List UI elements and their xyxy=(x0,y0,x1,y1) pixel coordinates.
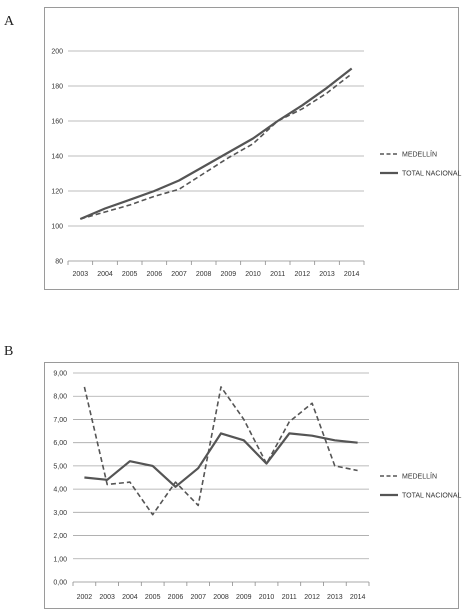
x-tick-label-a-2005: 2005 xyxy=(122,271,138,278)
series-line-b-medellin xyxy=(83,386,358,516)
y-tick-label-b-5: 5,00 xyxy=(53,463,67,470)
y-tick-label-a-2: 120 xyxy=(51,189,63,196)
x-tick-label-b-2007: 2007 xyxy=(190,594,206,601)
y-tick-label-a-5: 180 xyxy=(51,84,63,91)
y-tick-label-a-4: 160 xyxy=(51,119,63,126)
x-tick-label-b-2012: 2012 xyxy=(304,594,320,601)
x-tick-label-a-2006: 2006 xyxy=(147,271,163,278)
x-tick-label-a-2013: 2013 xyxy=(319,271,335,278)
panel-label-a: A xyxy=(4,14,15,29)
series-line-a-medellin xyxy=(80,73,353,220)
x-tick-label-a-2009: 2009 xyxy=(221,271,237,278)
y-tick-label-a-6: 200 xyxy=(51,49,63,56)
x-tick-label-b-2011: 2011 xyxy=(282,594,297,601)
x-tick-label-b-2010: 2010 xyxy=(259,594,275,601)
x-tick-label-b-2005: 2005 xyxy=(145,594,161,601)
x-tick-label-a-2011: 2011 xyxy=(270,271,285,278)
y-tick-label-b-9: 9,00 xyxy=(53,371,67,378)
panel-label-b: B xyxy=(4,344,14,359)
legend-label-b-0: MEDELLÍN xyxy=(402,472,437,481)
y-tick-label-b-7: 7,00 xyxy=(53,417,67,424)
y-tick-label-a-1: 100 xyxy=(51,224,63,231)
x-tick-label-a-2014: 2014 xyxy=(344,271,360,278)
x-tick-label-a-2003: 2003 xyxy=(73,271,89,278)
chart-a-frame xyxy=(44,7,459,290)
y-tick-label-b-3: 3,00 xyxy=(53,510,67,517)
y-tick-label-b-1: 1,00 xyxy=(53,556,67,563)
legend-label-b-1: TOTAL NACIONAL xyxy=(402,493,461,500)
y-tick-label-b-8: 8,00 xyxy=(53,394,67,401)
y-tick-label-b-6: 6,00 xyxy=(53,440,67,447)
y-tick-label-b-2: 2,00 xyxy=(53,533,67,540)
y-tick-label-b-0: 0,00 xyxy=(53,580,67,587)
x-tick-label-b-2009: 2009 xyxy=(236,594,252,601)
x-tick-label-b-2006: 2006 xyxy=(168,594,184,601)
x-tick-label-a-2007: 2007 xyxy=(171,271,187,278)
legend-label-a-0: MEDELLÍN xyxy=(402,150,437,159)
x-tick-label-a-2004: 2004 xyxy=(97,271,113,278)
x-tick-label-a-2010: 2010 xyxy=(245,271,261,278)
x-tick-label-b-2002: 2002 xyxy=(77,594,93,601)
y-tick-label-a-0: 80 xyxy=(55,259,63,266)
y-tick-label-b-4: 4,00 xyxy=(53,487,67,494)
series-line-b-total-nacional xyxy=(84,432,358,488)
x-tick-label-b-2013: 2013 xyxy=(327,594,343,601)
x-tick-label-b-2004: 2004 xyxy=(122,594,138,601)
chart-b-frame xyxy=(44,362,459,609)
x-tick-label-b-2003: 2003 xyxy=(99,594,115,601)
legend-label-a-1: TOTAL NACIONAL xyxy=(402,171,461,178)
x-tick-label-b-2014: 2014 xyxy=(350,594,366,601)
x-tick-label-b-2008: 2008 xyxy=(213,594,229,601)
y-tick-label-a-3: 140 xyxy=(51,154,63,161)
x-tick-label-a-2012: 2012 xyxy=(295,271,311,278)
series-line-a-total-nacional xyxy=(79,67,353,221)
x-tick-label-a-2008: 2008 xyxy=(196,271,212,278)
